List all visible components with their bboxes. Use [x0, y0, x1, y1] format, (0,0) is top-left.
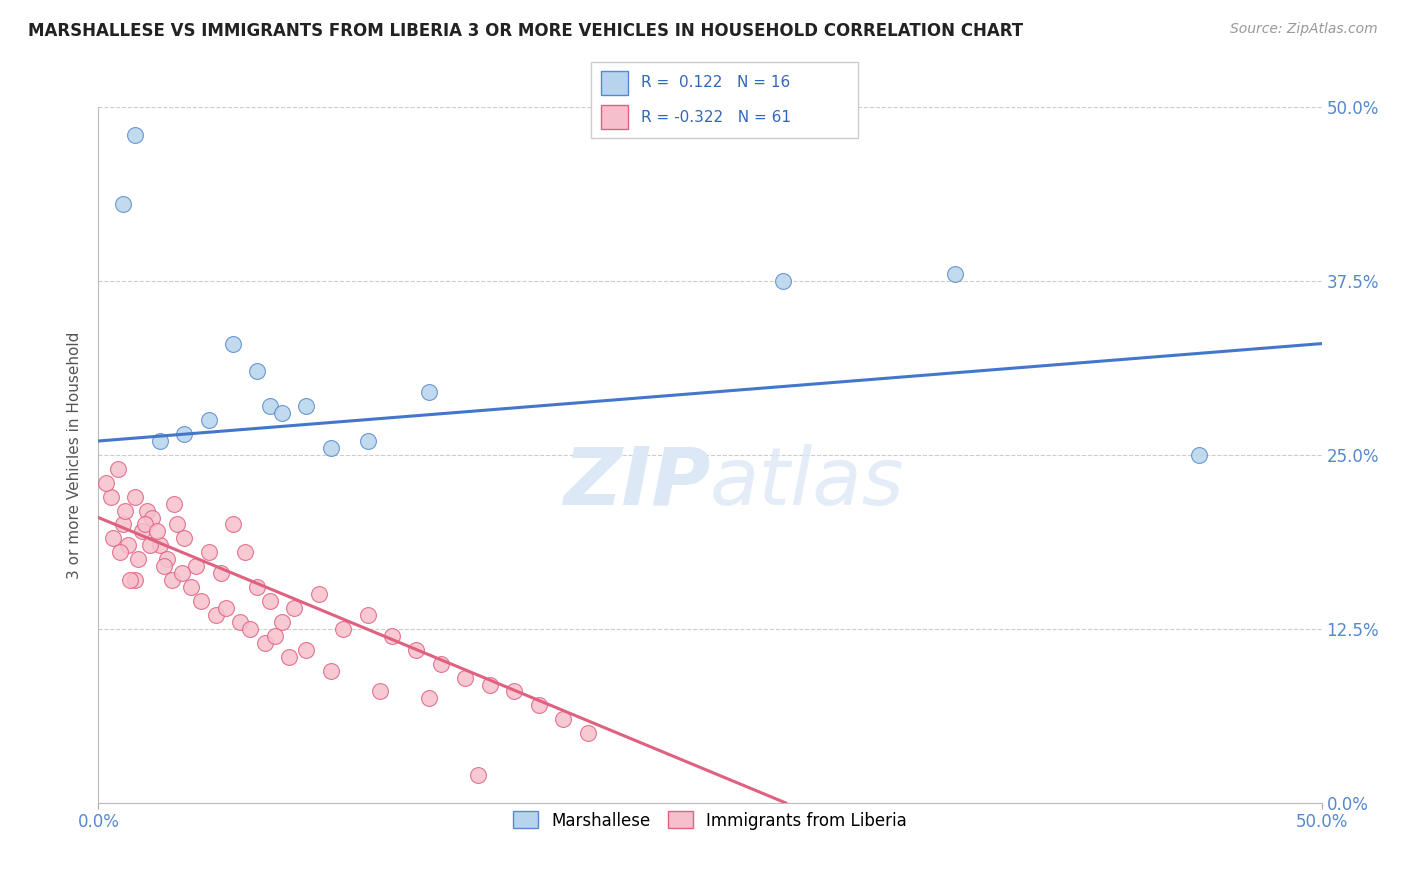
- Point: [190, 594, 212, 608]
- Point: [94, 475, 117, 490]
- Point: [319, 441, 342, 455]
- Point: [127, 552, 149, 566]
- Point: [246, 580, 269, 594]
- Point: [368, 684, 391, 698]
- Point: [209, 566, 232, 581]
- Point: [186, 559, 208, 574]
- Point: [430, 657, 453, 671]
- Point: [418, 691, 440, 706]
- Point: [503, 684, 526, 698]
- Point: [319, 664, 342, 678]
- Point: [100, 490, 122, 504]
- Point: [149, 538, 172, 552]
- Point: [467, 768, 489, 782]
- Point: [124, 490, 146, 504]
- Point: [197, 413, 219, 427]
- FancyBboxPatch shape: [602, 105, 628, 129]
- Point: [239, 622, 262, 636]
- Point: [153, 559, 176, 574]
- Point: [166, 517, 188, 532]
- Point: [160, 573, 183, 587]
- Point: [1188, 448, 1211, 462]
- Point: [214, 601, 236, 615]
- Point: [124, 128, 146, 142]
- Point: [149, 434, 172, 448]
- Point: [170, 566, 193, 581]
- Point: [295, 642, 318, 657]
- FancyBboxPatch shape: [602, 70, 628, 95]
- Point: [233, 545, 256, 559]
- Point: [270, 615, 294, 629]
- Text: ZIP: ZIP: [562, 443, 710, 522]
- Point: [173, 532, 195, 546]
- Point: [173, 427, 195, 442]
- Point: [308, 587, 330, 601]
- Point: [405, 642, 427, 657]
- Point: [478, 677, 501, 691]
- Point: [163, 497, 186, 511]
- Point: [553, 712, 575, 726]
- Point: [263, 629, 285, 643]
- Point: [146, 524, 169, 539]
- Point: [283, 601, 305, 615]
- Point: [124, 573, 146, 587]
- Point: [253, 636, 276, 650]
- Point: [131, 524, 153, 539]
- Point: [229, 615, 252, 629]
- Point: [454, 671, 477, 685]
- Point: [576, 726, 599, 740]
- Point: [197, 545, 219, 559]
- Point: [156, 552, 179, 566]
- Point: [120, 573, 142, 587]
- Point: [381, 629, 404, 643]
- Point: [111, 197, 134, 211]
- Point: [107, 462, 129, 476]
- Point: [110, 545, 132, 559]
- Point: [278, 649, 301, 664]
- Point: [180, 580, 202, 594]
- Point: [117, 538, 139, 552]
- Point: [136, 503, 159, 517]
- Y-axis label: 3 or more Vehicles in Household: 3 or more Vehicles in Household: [67, 331, 83, 579]
- Legend: Marshallese, Immigrants from Liberia: Marshallese, Immigrants from Liberia: [506, 805, 914, 836]
- Point: [270, 406, 294, 420]
- Text: R =  0.122   N = 16: R = 0.122 N = 16: [641, 76, 790, 90]
- Point: [101, 532, 124, 546]
- Point: [222, 336, 245, 351]
- Text: Source: ZipAtlas.com: Source: ZipAtlas.com: [1230, 22, 1378, 37]
- Text: atlas: atlas: [710, 443, 905, 522]
- Point: [943, 267, 966, 281]
- FancyBboxPatch shape: [591, 62, 858, 138]
- Point: [356, 434, 378, 448]
- Point: [527, 698, 550, 713]
- Point: [114, 503, 136, 517]
- Point: [205, 607, 228, 622]
- Point: [222, 517, 245, 532]
- Point: [332, 622, 354, 636]
- Point: [246, 364, 269, 378]
- Point: [418, 385, 440, 400]
- Point: [134, 517, 156, 532]
- Text: R = -0.322   N = 61: R = -0.322 N = 61: [641, 110, 792, 125]
- Point: [356, 607, 378, 622]
- Point: [259, 594, 281, 608]
- Text: MARSHALLESE VS IMMIGRANTS FROM LIBERIA 3 OR MORE VEHICLES IN HOUSEHOLD CORRELATI: MARSHALLESE VS IMMIGRANTS FROM LIBERIA 3…: [28, 22, 1024, 40]
- Point: [295, 399, 318, 413]
- Point: [259, 399, 281, 413]
- Point: [111, 517, 134, 532]
- Point: [139, 538, 162, 552]
- Point: [772, 274, 794, 288]
- Point: [141, 510, 163, 524]
